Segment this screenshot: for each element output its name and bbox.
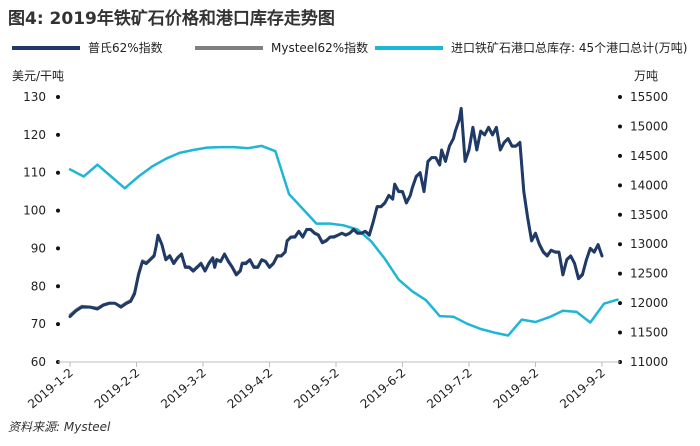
right-tick-label: 12500 — [630, 267, 668, 281]
left-tick-label: 90 — [31, 241, 46, 255]
right-axis-label: 万吨 — [634, 69, 658, 83]
left-tick-dot — [56, 132, 60, 137]
right-tick-label: 15000 — [630, 119, 668, 133]
right-tick-label: 14500 — [630, 149, 668, 163]
left-tick-label: 70 — [31, 317, 46, 331]
left-tick-dot — [56, 170, 60, 175]
right-tick-label: 11000 — [630, 355, 668, 369]
x-tick-label: 2019-9-2 — [557, 366, 608, 412]
right-tick-dot — [618, 330, 622, 335]
left-tick-dot — [56, 246, 60, 251]
x-tick-label: 2019-2-2 — [92, 366, 143, 412]
right-tick-dot — [618, 95, 622, 99]
right-tick-dot — [618, 183, 622, 188]
left-tick-dot — [56, 208, 60, 213]
left-tick-dot — [56, 322, 60, 327]
left-axis-label: 美元/干吨 — [12, 69, 64, 83]
series-line-puri — [68, 106, 604, 319]
right-tick-dot — [618, 301, 622, 306]
series-line-inventory — [68, 144, 619, 337]
x-tick-label: 2019-7-2 — [424, 366, 475, 412]
series-line-mysteel — [68, 109, 604, 316]
left-tick-label: 80 — [31, 279, 46, 293]
left-tick-label: 100 — [23, 204, 46, 218]
chart-title: 图4: 2019年铁矿石价格和港口库存走势图 — [8, 9, 335, 29]
left-tick-dot — [56, 95, 60, 99]
left-tick-dot — [56, 284, 60, 289]
legend-label-puri: 普氏62%指数 — [88, 40, 163, 55]
x-tick-label: 2019-3-2 — [158, 366, 209, 412]
x-tick-label: 2019-5-2 — [291, 366, 342, 412]
right-tick-label: 13500 — [630, 208, 668, 222]
left-tick-label: 110 — [23, 166, 46, 180]
left-tick-label: 60 — [31, 355, 46, 369]
left-tick-label: 130 — [23, 90, 46, 104]
right-tick-dot — [618, 242, 622, 247]
x-tick-label: 2019-6-2 — [358, 366, 409, 412]
right-tick-label: 11500 — [630, 326, 668, 340]
x-tick-label: 2019-1-2 — [25, 366, 76, 412]
right-tick-label: 12000 — [630, 296, 668, 310]
right-tick-dot — [618, 271, 622, 276]
right-tick-label: 14000 — [630, 178, 668, 192]
source-note: 资料来源: Mysteel — [8, 420, 111, 434]
left-tick-label: 120 — [23, 128, 46, 142]
x-tick-label: 2019-8-2 — [491, 366, 542, 412]
x-tick-label: 2019-4-2 — [225, 366, 276, 412]
right-tick-dot — [618, 153, 622, 158]
right-tick-label: 15500 — [630, 90, 668, 104]
right-tick-label: 13000 — [630, 237, 668, 251]
right-tick-dot — [618, 124, 622, 129]
legend-label-mysteel: Mysteel62%指数 — [271, 40, 368, 55]
legend: 普氏62%指数 Mysteel62%指数 进口铁矿石港口总库存: 45个港口总计… — [12, 40, 688, 55]
right-tick-dot — [618, 212, 622, 217]
legend-label-inventory: 进口铁矿石港口总库存: 45个港口总计(万吨) — [451, 40, 688, 55]
